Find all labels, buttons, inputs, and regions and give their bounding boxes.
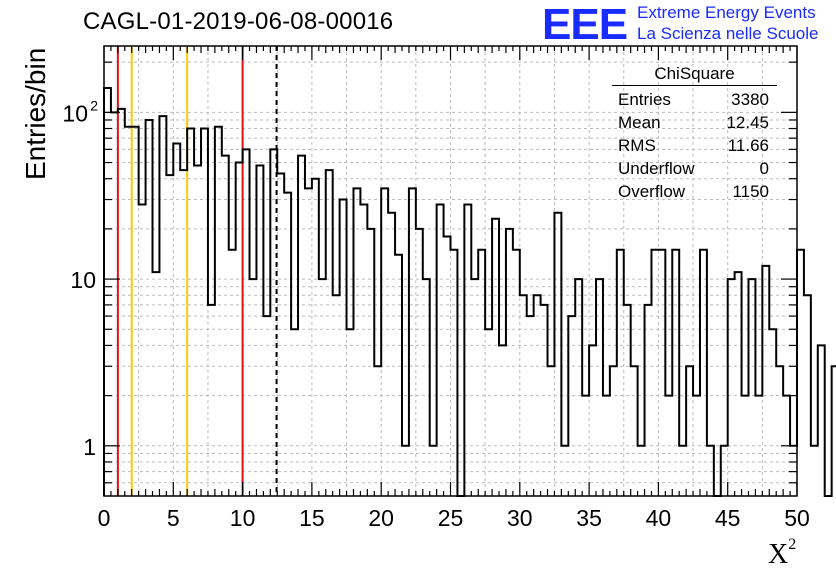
x-tick-label: 10 xyxy=(230,505,256,531)
x-tick-label: 50 xyxy=(784,505,810,531)
x-tick-label: 35 xyxy=(576,505,602,531)
stats-label: RMS xyxy=(618,136,656,155)
stats-box: ChiSquare Entries 3380 Mean 12.45 RMS 11… xyxy=(612,64,777,203)
x-tick-label: 25 xyxy=(438,505,464,531)
y-tick-label: 1 xyxy=(83,434,96,460)
stats-label: Mean xyxy=(618,113,661,132)
y-tick-label: 10 xyxy=(62,100,88,126)
x-tick-label: 20 xyxy=(368,505,394,531)
logo-text-line2: La Scienza nelle Scuole xyxy=(637,24,819,43)
logo-text-line1: Extreme Energy Events xyxy=(637,3,816,22)
stats-value: 1150 xyxy=(732,182,769,201)
x-tick-label: 40 xyxy=(646,505,672,531)
y-axis-label: Entries/bin xyxy=(20,47,51,180)
x-tick-label: 0 xyxy=(98,505,111,531)
stats-value: 12.45 xyxy=(726,113,769,132)
stats-row-overflow: Overflow 1150 xyxy=(612,180,777,203)
stats-row-mean: Mean 12.45 xyxy=(612,111,777,134)
x-tick-label: 30 xyxy=(507,505,533,531)
stats-value: 3380 xyxy=(731,90,769,109)
chart-title: CAGL-01-2019-06-08-00016 xyxy=(83,8,394,35)
stats-label: Overflow xyxy=(618,182,686,201)
stats-label: Entries xyxy=(618,90,671,109)
stats-value: 0 xyxy=(759,159,769,178)
y-tick-label: 10 xyxy=(70,267,96,293)
x-tick-label: 45 xyxy=(715,505,741,531)
stats-title: ChiSquare xyxy=(612,64,777,86)
eee-logo: EEE xyxy=(542,0,628,49)
stats-value: 11.66 xyxy=(727,136,769,155)
stats-label: Underflow xyxy=(618,159,695,178)
x-axis-label: X2 xyxy=(768,536,797,570)
x-tick-label: 5 xyxy=(167,505,180,531)
x-tick-label: 15 xyxy=(299,505,325,531)
histogram-series xyxy=(103,86,836,497)
y-tick-label-exponent: 2 xyxy=(90,97,98,113)
stats-row-entries: Entries 3380 xyxy=(612,88,777,111)
stats-row-underflow: Underflow 0 xyxy=(612,157,777,180)
stats-row-rms: RMS 11.66 xyxy=(612,134,777,157)
